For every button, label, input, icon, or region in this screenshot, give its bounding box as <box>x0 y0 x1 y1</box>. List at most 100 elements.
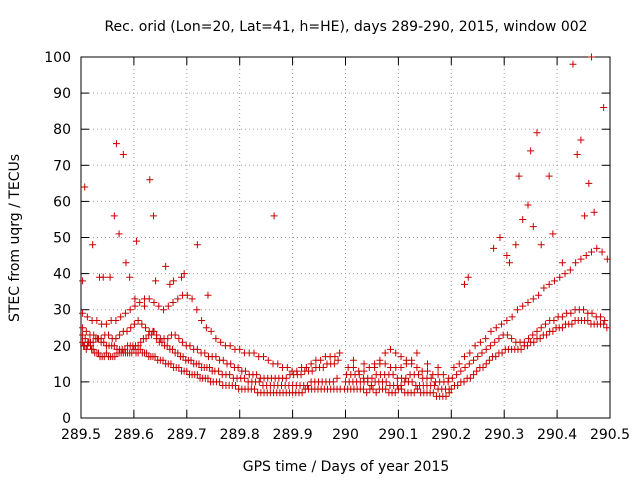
data-point <box>519 302 527 310</box>
data-point <box>523 342 531 350</box>
data-point <box>207 327 215 335</box>
data-point <box>430 382 438 390</box>
data-point <box>495 335 503 343</box>
data-point <box>174 349 182 357</box>
data-point <box>423 360 431 368</box>
x-tick-label: 290.3 <box>484 427 524 443</box>
data-point <box>307 360 315 368</box>
data-point <box>123 327 131 335</box>
x-tick-label: 290.5 <box>590 427 630 443</box>
data-point <box>195 360 203 368</box>
data-point <box>505 259 513 267</box>
data-point <box>520 338 528 346</box>
data-point <box>410 389 418 397</box>
data-point <box>465 360 473 368</box>
axis-ticks <box>80 56 611 419</box>
data-point <box>423 367 431 375</box>
data-point <box>519 215 527 223</box>
data-point <box>461 353 469 361</box>
data-point <box>569 60 577 68</box>
data-point <box>160 306 168 314</box>
data-point <box>331 353 339 361</box>
data-point <box>537 241 545 249</box>
y-tick-label: 10 <box>53 375 71 391</box>
data-point <box>134 317 142 325</box>
data-point <box>471 342 479 350</box>
data-point <box>581 212 589 220</box>
data-point <box>215 367 223 375</box>
data-point <box>381 360 389 368</box>
data-point <box>486 342 494 350</box>
x-tick-labels: 289.5 289.6 289.7 289.8 289.9 290 290.1 290.2 29… <box>61 427 630 443</box>
data-point <box>517 345 525 353</box>
data-point <box>372 389 380 397</box>
data-point <box>164 335 172 343</box>
data-point <box>234 363 242 371</box>
data-point <box>567 309 575 317</box>
data-point <box>408 378 416 386</box>
data-point <box>217 338 225 346</box>
data-point <box>367 382 375 390</box>
data-point <box>251 385 259 393</box>
data-point <box>360 360 368 368</box>
data-point <box>270 212 278 220</box>
data-point <box>163 342 171 350</box>
data-point <box>81 335 89 343</box>
data-point <box>111 353 119 361</box>
data-point <box>151 353 159 361</box>
data-point <box>143 349 151 357</box>
data-point <box>492 324 500 332</box>
data-point <box>491 338 499 346</box>
data-point <box>515 172 523 180</box>
data-point <box>110 212 118 220</box>
data-point <box>206 363 214 371</box>
data-point <box>193 371 201 379</box>
data-point <box>464 273 472 281</box>
data-point <box>582 252 590 260</box>
data-point <box>415 371 423 379</box>
data-point <box>117 313 125 321</box>
data-point <box>126 273 134 281</box>
data-point <box>398 385 406 393</box>
data-point <box>240 374 248 382</box>
data-point <box>134 342 142 350</box>
data-point <box>204 374 212 382</box>
data-point <box>166 280 174 288</box>
data-point <box>79 331 87 339</box>
y-tick-labels: 0 10 20 30 40 50 60 70 80 90 100 <box>44 50 71 427</box>
data-point <box>478 349 486 357</box>
data-point <box>584 317 592 325</box>
data-point <box>140 302 148 310</box>
data-point <box>227 360 235 368</box>
y-tick-label: 30 <box>53 303 71 319</box>
data-point <box>81 183 89 191</box>
data-point <box>130 320 138 328</box>
data-point <box>112 317 120 325</box>
data-point <box>283 363 291 371</box>
data-point <box>397 382 405 390</box>
data-point <box>219 356 227 364</box>
data-point <box>447 385 455 393</box>
data-point <box>83 313 91 321</box>
data-point <box>457 367 465 375</box>
data-point <box>274 360 282 368</box>
data-point <box>178 273 186 281</box>
y-tick-label: 60 <box>53 194 71 210</box>
data-point <box>293 367 301 375</box>
data-point <box>376 356 384 364</box>
data-point <box>442 392 450 400</box>
data-point <box>543 331 551 339</box>
data-point <box>159 356 167 364</box>
data-point <box>100 338 108 346</box>
data-point <box>590 208 598 216</box>
data-point <box>598 248 606 256</box>
data-point <box>434 363 442 371</box>
data-point <box>162 262 170 270</box>
data-point <box>155 302 163 310</box>
data-point <box>198 317 206 325</box>
data-point <box>174 295 182 303</box>
data-point <box>587 53 595 61</box>
data-point <box>397 353 405 361</box>
y-tick-label: 70 <box>53 158 71 174</box>
data-point <box>482 360 490 368</box>
